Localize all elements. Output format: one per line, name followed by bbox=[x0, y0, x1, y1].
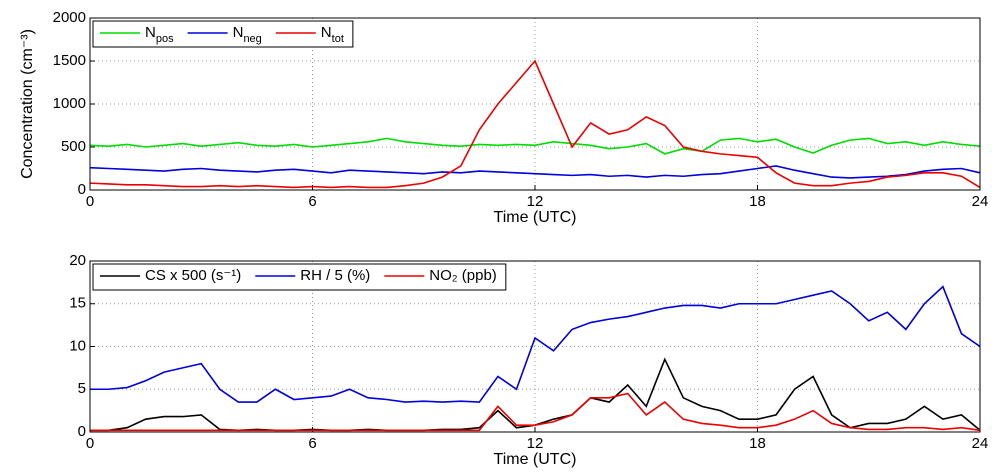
y-tick-label: 15 bbox=[69, 295, 86, 312]
x-tick-label: 18 bbox=[749, 435, 766, 452]
legend-box bbox=[92, 263, 507, 291]
x-tick-label: 24 bbox=[972, 193, 989, 210]
y-tick-label: 20 bbox=[69, 252, 86, 269]
legend-label: CS x 500 (s⁻¹) bbox=[145, 267, 241, 284]
data-line bbox=[89, 165, 981, 179]
y-tick-label: 0 bbox=[78, 423, 86, 440]
legend-label: Ntot bbox=[321, 24, 344, 45]
legend-box bbox=[92, 20, 354, 48]
y-tick-label: 1000 bbox=[53, 95, 86, 112]
data-line bbox=[89, 137, 981, 155]
y-axis-label: Concentration (cm⁻³) bbox=[19, 29, 36, 179]
data-line bbox=[90, 285, 981, 403]
y-tick-label: 2000 bbox=[53, 9, 86, 26]
x-axis-label: Time (UTC) bbox=[494, 451, 577, 468]
legend-label: RH / 5 (%) bbox=[300, 267, 370, 284]
data-line bbox=[90, 392, 981, 432]
x-tick-label: 12 bbox=[527, 435, 544, 452]
legend: Npos Nneg Ntot bbox=[92, 20, 354, 48]
plot-frame bbox=[89, 17, 981, 191]
data-line bbox=[89, 59, 981, 189]
plot-frame bbox=[89, 260, 981, 433]
legend-label: Npos bbox=[145, 24, 174, 45]
x-tick-label: 24 bbox=[972, 435, 989, 452]
x-axis-label: Time (UTC) bbox=[494, 209, 577, 226]
x-tick-label: 0 bbox=[86, 435, 94, 452]
y-tick-label: 10 bbox=[69, 337, 86, 354]
y-tick-label: 1500 bbox=[53, 52, 86, 69]
y-tick-label: 0 bbox=[78, 181, 86, 198]
x-tick-label: 0 bbox=[86, 193, 94, 210]
legend-label: Nneg bbox=[233, 24, 262, 45]
x-tick-label: 18 bbox=[749, 193, 766, 210]
legend: CS x 500 (s⁻¹) RH / 5 (%) NO₂ (ppb) bbox=[92, 263, 507, 291]
x-tick-label: 12 bbox=[527, 193, 544, 210]
y-tick-label: 5 bbox=[78, 380, 86, 397]
x-tick-label: 6 bbox=[308, 435, 316, 452]
y-tick-label: 500 bbox=[61, 138, 86, 155]
legend-label: NO₂ (ppb) bbox=[429, 267, 497, 284]
x-tick-label: 6 bbox=[308, 193, 316, 210]
